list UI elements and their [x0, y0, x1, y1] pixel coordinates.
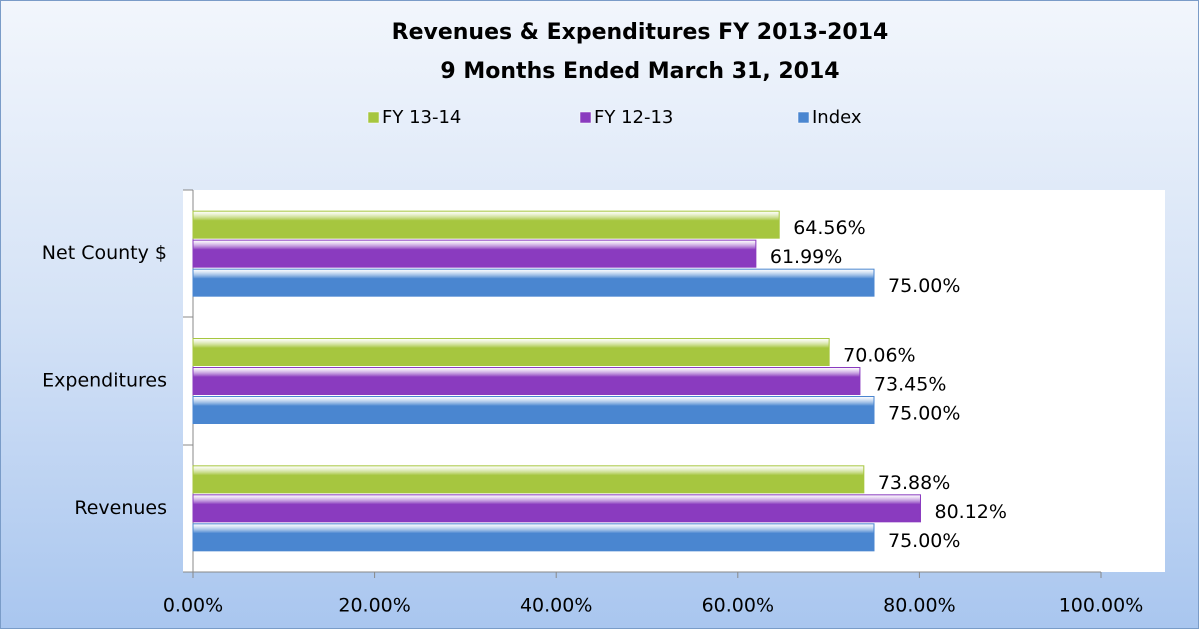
legend-swatch [797, 111, 810, 124]
bar [192, 494, 921, 523]
bar [192, 210, 780, 239]
x-tick-label: 80.00% [883, 595, 955, 617]
bar [192, 465, 865, 494]
bar [192, 338, 830, 366]
value-label: 73.45% [874, 374, 946, 396]
x-tick-label: 100.00% [1059, 595, 1144, 617]
bar [192, 396, 875, 424]
legend-swatch [579, 111, 592, 124]
x-tick-label: 0.00% [163, 595, 223, 617]
legend-label: FY 13-14 [382, 107, 461, 128]
y-tick-label: Expenditures [42, 370, 167, 392]
legend-label: Index [812, 107, 862, 128]
legend-swatch [367, 111, 380, 124]
bar [192, 523, 875, 552]
bar [192, 367, 861, 395]
x-tick-label: 60.00% [702, 595, 774, 617]
chart-title: Revenues & Expenditures FY 2013-2014 [392, 20, 889, 45]
y-tick-label: Revenues [74, 497, 167, 519]
value-label: 75.00% [888, 275, 960, 297]
legend-label: FY 12-13 [594, 107, 673, 128]
value-label: 75.00% [888, 403, 960, 425]
value-label: 75.00% [888, 530, 960, 552]
value-label: 61.99% [770, 246, 842, 268]
value-label: 64.56% [793, 217, 865, 239]
value-label: 70.06% [843, 345, 915, 367]
value-label: 80.12% [934, 501, 1006, 523]
x-tick-label: 40.00% [520, 595, 592, 617]
x-tick-label: 20.00% [338, 595, 410, 617]
y-tick-label: Net County $ [42, 242, 167, 264]
chart-subtitle: 9 Months Ended March 31, 2014 [440, 59, 839, 84]
value-label: 73.88% [878, 472, 950, 494]
bar [192, 239, 757, 268]
bar [192, 268, 875, 297]
